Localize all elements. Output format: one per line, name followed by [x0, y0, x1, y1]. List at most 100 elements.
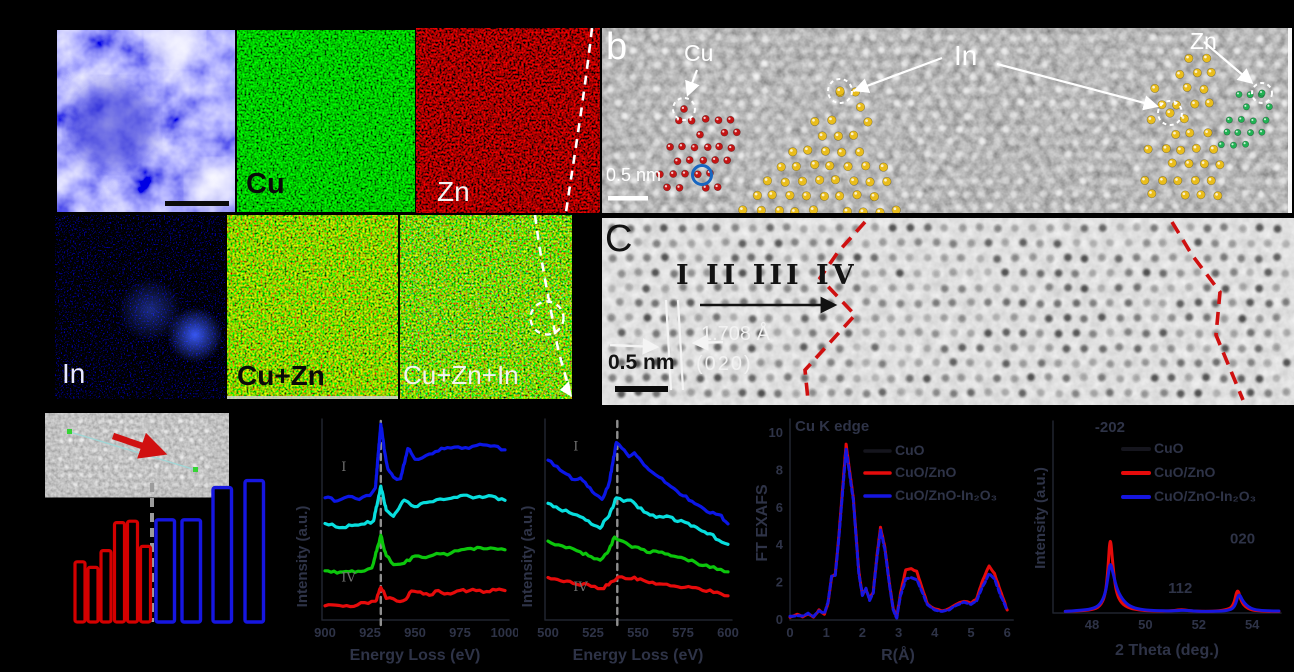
lattice-dot — [901, 33, 909, 41]
axes — [544, 418, 733, 621]
lattice-dot — [1018, 299, 1027, 307]
lattice-dot — [189, 473, 194, 478]
lattice-dot — [163, 429, 169, 435]
lattice-dot — [1273, 253, 1281, 261]
lattice-dot — [967, 329, 975, 338]
lattice-dot — [1064, 203, 1072, 211]
lattice-dot — [707, 151, 716, 159]
lattice-dot — [1210, 164, 1218, 172]
lattice-dot — [1264, 178, 1273, 186]
lattice-dot — [1125, 152, 1133, 160]
lattice-dot — [1086, 165, 1094, 173]
lattice-dot — [1126, 72, 1134, 80]
lattice-dot — [897, 328, 906, 337]
x-tick: 6 — [1004, 625, 1011, 640]
lattice-dot — [1210, 60, 1218, 68]
in-atom — [820, 146, 831, 156]
lattice-dot — [722, 358, 731, 367]
stem-panel-b — [602, 28, 1292, 213]
lattice-dot — [1080, 254, 1089, 263]
atom-highlight — [697, 132, 701, 135]
lattice-dot — [1110, 202, 1118, 210]
lattice-dot — [699, 190, 707, 198]
atom-highlight — [1193, 145, 1197, 149]
lattice-dot — [104, 464, 109, 470]
lattice-dot — [614, 74, 622, 82]
lattice-dot — [59, 438, 64, 444]
lattice-dot — [967, 239, 976, 248]
tile-bottom-edge — [227, 396, 398, 399]
lattice-dot — [1124, 328, 1133, 336]
atom-highlight — [852, 89, 856, 92]
lattice-dot — [956, 125, 964, 134]
in-rich-region — [167, 307, 223, 363]
atom-highlight — [844, 208, 848, 212]
lattice-dot — [1185, 373, 1193, 382]
lattice-dot — [164, 446, 169, 452]
lattice-dot — [1071, 33, 1079, 41]
curve-label-I: I — [341, 460, 346, 475]
lattice-dot — [1078, 151, 1087, 159]
atom-highlight — [1194, 70, 1198, 73]
lattice-dot — [1036, 269, 1045, 278]
lattice-dot — [1002, 359, 1011, 368]
lattice-dot — [1126, 99, 1134, 107]
atom-highlight — [884, 178, 887, 182]
lattice-dot — [1263, 359, 1272, 367]
lattice-dot — [924, 177, 932, 185]
lattice-dot — [738, 329, 747, 338]
in-atom — [855, 102, 866, 112]
lattice-dot — [638, 164, 646, 172]
atom-highlight — [715, 184, 718, 188]
lattice-dot — [617, 358, 626, 367]
lattice-dot — [1142, 298, 1151, 307]
lattice-dot — [1227, 59, 1235, 67]
atom-highlight — [863, 163, 866, 166]
lattice-dot — [119, 473, 125, 478]
lattice-dot — [113, 446, 118, 452]
lattice-dot — [818, 284, 827, 293]
panel-b-cu-label: Cu — [684, 40, 714, 66]
lattice-dot — [668, 165, 677, 173]
in-arrow-right — [996, 62, 1159, 111]
in-atom — [833, 131, 843, 141]
panel-b-tag: b — [606, 26, 628, 68]
atom-highlight — [701, 158, 704, 161]
lattice-dot — [884, 60, 892, 68]
lattice-dot — [1133, 59, 1141, 67]
in-atom — [882, 176, 892, 187]
lattice-dot — [606, 139, 614, 147]
atom-highlight — [667, 144, 671, 148]
lattice-dot — [836, 374, 844, 383]
lattice-dot — [1064, 150, 1072, 159]
lattice-dot — [1150, 285, 1159, 293]
lattice-dot — [703, 268, 712, 277]
atom-highlight — [845, 163, 849, 167]
lattice-dot — [1019, 238, 1027, 247]
lattice-dot — [764, 283, 773, 292]
atom-highlight — [675, 159, 678, 162]
lattice-dot — [630, 177, 638, 185]
zn-map-noise-overlay — [227, 215, 398, 399]
lattice-dot — [608, 344, 617, 353]
lattice-dot — [976, 254, 985, 263]
lattice-dot — [613, 152, 621, 160]
lattice-dot — [1046, 224, 1055, 233]
lattice-dot — [1156, 47, 1165, 55]
spacing-arrow-left — [609, 338, 660, 355]
lattice-dot — [1111, 72, 1119, 80]
lattice-dot — [808, 388, 817, 397]
in-atom — [869, 192, 879, 202]
lattice-dot — [993, 86, 1001, 94]
in-atom — [1206, 176, 1216, 186]
profile-direction-arrow — [111, 432, 168, 459]
lattice-dot — [605, 113, 613, 121]
lattice-dot — [1167, 344, 1176, 353]
zn-map-noise — [416, 28, 600, 213]
lattice-dot — [940, 178, 948, 186]
lattice-dot — [731, 223, 740, 232]
lattice-dot — [133, 428, 138, 433]
in-atom — [788, 147, 798, 157]
lattice-dot — [1172, 48, 1180, 56]
